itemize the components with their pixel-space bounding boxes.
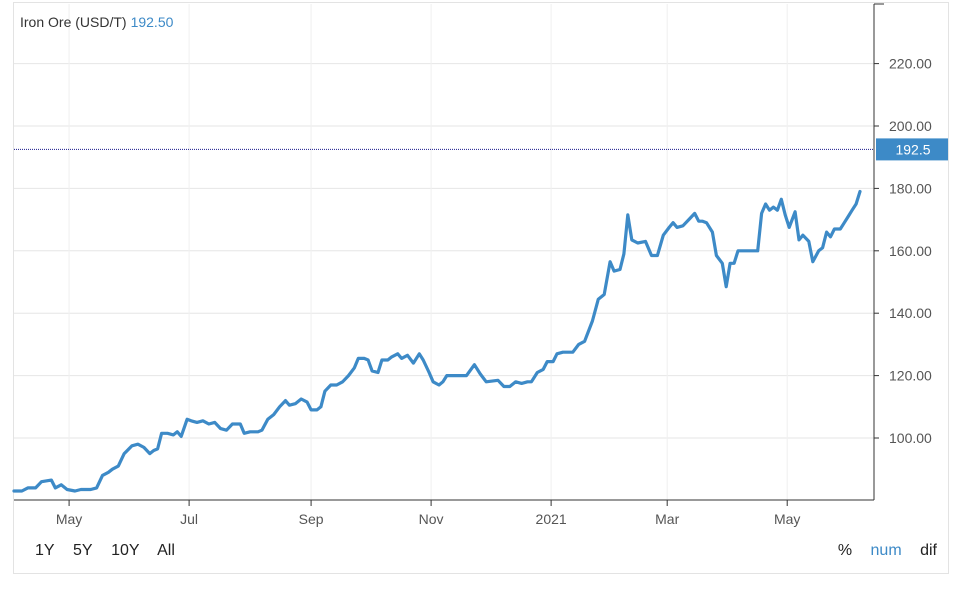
reference-line-group: 192.5 (14, 138, 948, 161)
y-tick-label: 180.00 (889, 180, 932, 196)
range-button-10y[interactable]: 10Y (111, 542, 140, 559)
mode-button-dif[interactable]: dif (920, 542, 937, 559)
range-button-all[interactable]: All (157, 542, 175, 559)
y-tick-label: 100.00 (889, 430, 932, 446)
y-tick-label: 220.00 (889, 56, 932, 72)
x-axis: May Jul Sep Nov 2021 Mar May (14, 499, 874, 527)
x-tick-label: May (56, 511, 82, 527)
current-value-label: 192.5 (895, 141, 930, 157)
mode-button-percent[interactable]: % (837, 542, 853, 559)
x-tick-label: May (774, 511, 800, 527)
last-value: 192.50 (130, 14, 174, 30)
y-tick-label: 200.00 (889, 118, 932, 134)
y-tick-label: 160.00 (889, 243, 932, 259)
current-value-badge (876, 138, 948, 161)
y-tick-label: 120.00 (889, 368, 932, 384)
range-button-5y[interactable]: 5Y (73, 542, 93, 559)
grid-lines (14, 4, 874, 500)
x-tick-label: Sep (299, 511, 324, 527)
x-tick-label: Jul (180, 511, 198, 527)
chart-title: Iron Ore (USD/T) (20, 14, 127, 30)
y-axis: 100.00 120.00 140.00 160.00 180.00 200.00 220.… (873, 3, 932, 500)
series-group (12, 189, 862, 493)
y-tick-label: 140.00 (889, 305, 932, 321)
x-tick-label: Mar (655, 511, 679, 527)
mode-selector: % num dif (824, 542, 937, 560)
range-button-1y[interactable]: 1Y (35, 542, 55, 559)
chart-frame (13, 2, 949, 574)
x-tick-label: Nov (419, 511, 444, 527)
x-tick-label: 2021 (536, 511, 567, 527)
price-line (12, 189, 862, 493)
mode-button-num[interactable]: num (870, 542, 902, 559)
range-selector: 1Y 5Y 10Y All (35, 542, 189, 560)
chart-header: Iron Ore (USD/T) 192.50 (20, 14, 173, 30)
